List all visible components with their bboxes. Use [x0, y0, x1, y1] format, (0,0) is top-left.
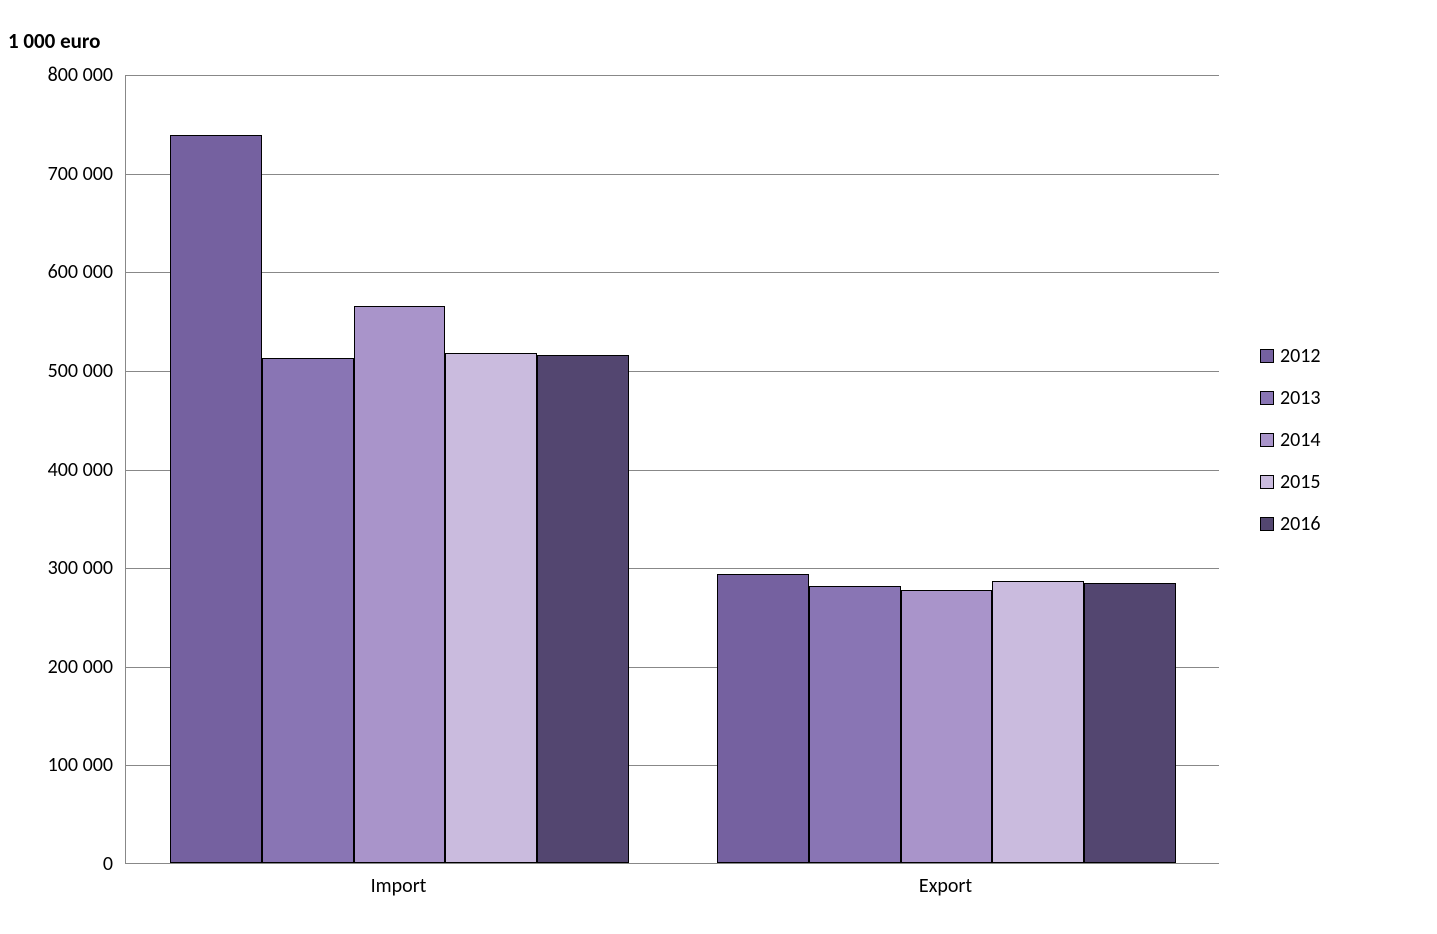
legend-swatch: [1260, 433, 1274, 447]
legend-label: 2013: [1280, 386, 1321, 410]
legend-item: 2013: [1260, 386, 1321, 410]
bar: [537, 355, 629, 863]
legend-swatch: [1260, 517, 1274, 531]
legend-label: 2014: [1280, 428, 1321, 452]
x-category-label: Import: [299, 874, 499, 898]
y-tick-label: 700 000: [0, 162, 113, 186]
bar: [901, 590, 993, 863]
y-tick-label: 100 000: [0, 753, 113, 777]
y-tick-label: 0: [0, 852, 113, 876]
bar: [809, 586, 901, 863]
legend: 2012 2013 2014 2015 2016: [1260, 344, 1321, 554]
bars-layer: [126, 75, 1219, 863]
y-tick-label: 400 000: [0, 458, 113, 482]
y-tick-label: 600 000: [0, 260, 113, 284]
chart-container: 1 000 euro 0 100 000 200 000 300 000 400 000…: [0, 0, 1437, 934]
legend-item: 2015: [1260, 470, 1321, 494]
bar: [717, 574, 809, 863]
y-tick-label: 500 000: [0, 359, 113, 383]
legend-label: 2012: [1280, 344, 1321, 368]
legend-swatch: [1260, 475, 1274, 489]
legend-label: 2015: [1280, 470, 1321, 494]
legend-label: 2016: [1280, 512, 1321, 536]
bar: [445, 353, 537, 863]
bar: [1084, 583, 1176, 863]
x-category-label: Export: [846, 874, 1046, 898]
legend-swatch: [1260, 349, 1274, 363]
y-axis-title: 1 000 euro: [8, 28, 100, 54]
y-tick-label: 200 000: [0, 655, 113, 679]
legend-swatch: [1260, 391, 1274, 405]
bar: [354, 306, 446, 863]
legend-item: 2016: [1260, 512, 1321, 536]
plot-area: [125, 75, 1219, 864]
y-tick-label: 300 000: [0, 556, 113, 580]
bar: [262, 358, 354, 863]
y-tick-label: 800 000: [0, 63, 113, 87]
legend-item: 2014: [1260, 428, 1321, 452]
legend-item: 2012: [1260, 344, 1321, 368]
bar: [992, 581, 1084, 863]
bar: [170, 135, 262, 863]
